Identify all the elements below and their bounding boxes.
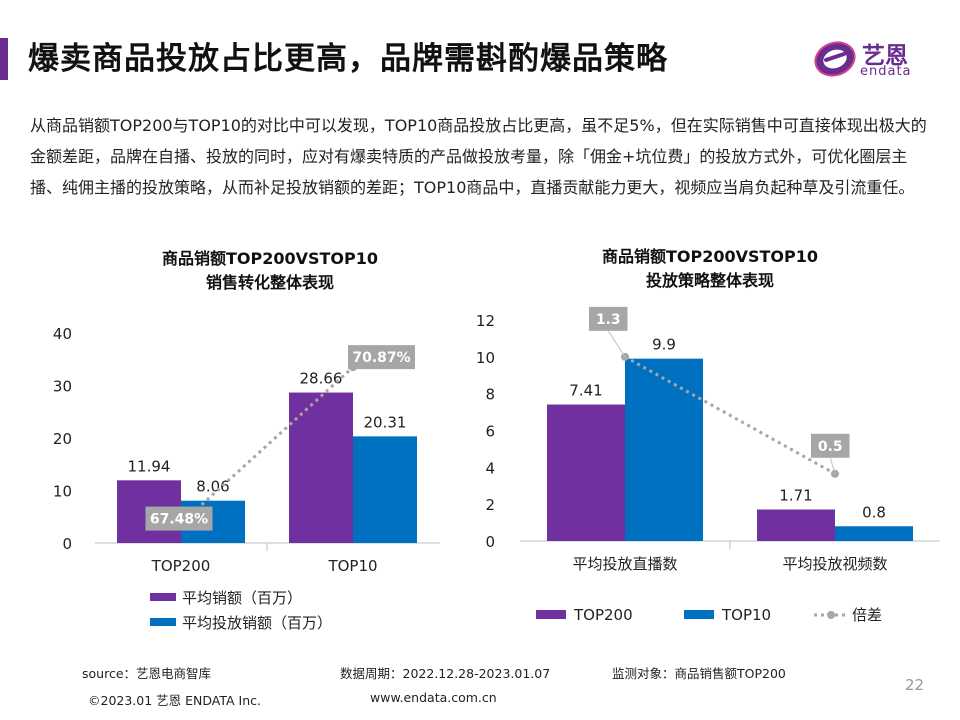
chart1-ratio-label: 70.87% <box>352 350 410 366</box>
chart2-ratio-leader <box>829 457 836 474</box>
chart2-ratio-leader <box>607 330 626 358</box>
title-accent-bar <box>0 38 8 80</box>
chart1-ytick-label: 10 <box>53 483 72 501</box>
chart1-bar-value-label: 28.66 <box>300 370 343 388</box>
chart1-ratio-label-box <box>145 506 213 531</box>
chart1-category-label: TOP200 <box>151 557 211 575</box>
chart2-ratio-label: 0.5 <box>818 439 843 455</box>
chart1-bar <box>353 436 417 543</box>
logo-cn-text: 艺恩 <box>862 43 908 69</box>
chart2-legend-swatch <box>536 610 566 619</box>
footer-period: 数据周期：2022.12.28-2023.01.07 <box>340 666 551 681</box>
page-number: 22 <box>905 676 925 694</box>
chart2-bar-value-label: 0.8 <box>862 503 886 521</box>
chart1-bar-value-label: 11.94 <box>128 457 171 475</box>
chart2-legend-label: TOP200 <box>573 606 633 624</box>
chart2-legend-swatch <box>684 610 714 619</box>
chart1-bar-value-label: 20.31 <box>364 413 407 431</box>
chart2-bar <box>835 526 913 541</box>
chart2-ytick-label: 10 <box>476 349 495 367</box>
chart2-category-label: 平均投放视频数 <box>782 555 887 573</box>
chart2-legend-label: 倍差 <box>852 606 882 624</box>
chart2-legend-label: TOP10 <box>721 606 771 624</box>
chart1-title-line2: 销售转化整体表现 <box>205 273 334 292</box>
chart2-ytick-label: 2 <box>485 496 495 514</box>
logo-en-text: endata <box>860 64 912 79</box>
chart2-bar <box>547 404 625 541</box>
chart1-ytick-label: 30 <box>53 378 72 396</box>
endata-logo-icon <box>814 41 856 77</box>
chart1-title: 商品销额TOP200VSTOP10 销售转化整体表现 <box>90 247 450 295</box>
chart2-bar <box>625 358 703 541</box>
chart1-title-line1: 商品销额TOP200VSTOP10 <box>161 249 379 268</box>
chart2-ratio-label: 1.3 <box>596 312 621 328</box>
chart2-ytick-label: 8 <box>485 386 495 404</box>
footer-website: www.endata.com.cn <box>370 690 497 705</box>
chart1-ratio-label-box <box>348 345 415 370</box>
chart2-title-line2: 投放策略整体表现 <box>645 271 774 290</box>
chart1-legend-label: 平均销额（百万） <box>182 589 302 607</box>
chart1-bar <box>289 392 353 543</box>
chart2-ratio-label-box <box>811 433 850 458</box>
chart1-ytick-label: 20 <box>53 430 72 448</box>
footer-copyright: ©2023.01 艺恩 ENDATA Inc. <box>88 693 262 708</box>
page-title: 爆卖商品投放占比更高，品牌需斟酌爆品策略 <box>28 41 668 77</box>
chart2-ytick-label: 12 <box>476 312 495 330</box>
chart1-legend-label: 平均投放销额（百万） <box>182 614 332 632</box>
chart2-ratio-line <box>624 355 836 476</box>
footer-target: 监测对象：商品销售额TOP200 <box>612 666 786 681</box>
chart1-legend-swatch <box>150 593 176 601</box>
chart2-bar-value-label: 9.9 <box>652 336 676 354</box>
chart1-category-label: TOP10 <box>327 557 377 575</box>
chart2-bar-value-label: 1.71 <box>779 487 812 505</box>
chart1-ratio-label: 67.48% <box>150 512 208 528</box>
chart2-ytick-label: 0 <box>485 533 495 551</box>
chart1-legend-swatch <box>150 618 176 626</box>
chart2-category-label: 平均投放直播数 <box>572 555 677 573</box>
chart1-bar-value-label: 8.06 <box>196 478 229 496</box>
chart1-ytick-label: 0 <box>62 535 72 553</box>
chart2-ratio-label-box <box>589 306 628 331</box>
summary-paragraph: 从商品销额TOP200与TOP10的对比中可以发现，TOP10商品投放占比更高，… <box>30 116 927 197</box>
endata-logo: 艺恩 endata <box>812 34 932 86</box>
chart2-bar <box>757 509 835 541</box>
chart2-bar-value-label: 7.41 <box>569 382 602 400</box>
chart2-ytick-label: 4 <box>485 459 495 477</box>
chart2-ytick-label: 6 <box>485 423 495 441</box>
footer-source: source：艺恩电商智库 <box>82 666 212 681</box>
chart1-ytick-label: 40 <box>53 325 72 343</box>
chart2-legend-ratio-point <box>827 611 835 619</box>
chart2-title: 商品销额TOP200VSTOP10 投放策略整体表现 <box>530 245 890 293</box>
chart2-title-line1: 商品销额TOP200VSTOP10 <box>601 247 819 266</box>
